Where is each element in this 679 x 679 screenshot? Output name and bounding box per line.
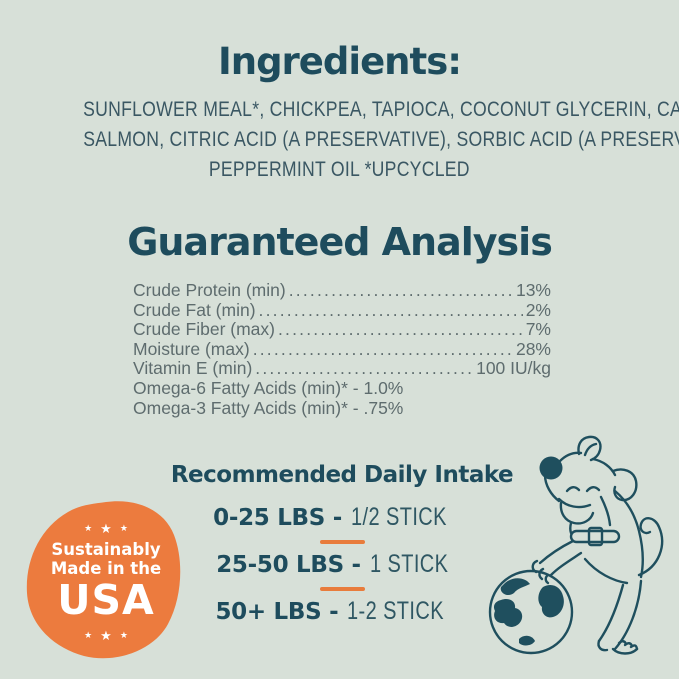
analysis-label: Crude Fat (min): [133, 299, 256, 320]
star-icon: ★: [100, 520, 112, 536]
star-icon: ★: [84, 522, 93, 533]
intake-weight-range: 50+ LBS -: [215, 599, 339, 625]
ingredients-title: Ingredients:: [217, 40, 462, 83]
intake-amount: 1/2 STICK: [351, 503, 447, 531]
daily-intake-title: Recommended Daily Intake: [170, 462, 514, 488]
analysis-label: Moisture (max): [133, 338, 250, 359]
analysis-label: Omega-3 Fatty Acids (min)* - .75%: [133, 397, 404, 418]
ingredients-list: SUNFLOWER MEAL*, CHICKPEA, TAPIOCA, COCO…: [20, 96, 679, 186]
analysis-value: 2%: [525, 299, 551, 320]
badge-usa-text: USA: [57, 576, 155, 625]
analysis-value: 28%: [515, 338, 551, 359]
analysis-value: 100 IU/kg: [476, 358, 551, 379]
star-icon: ★: [84, 630, 93, 641]
analysis-label: Omega-6 Fatty Acids (min)* - 1.0%: [133, 377, 404, 398]
dot-leader: ........................................…: [255, 359, 473, 379]
intake-row: 50+ LBS - 1-2 STICK: [150, 597, 534, 626]
badge-text-line: Sustainably: [51, 539, 161, 559]
ingredients-line-text: SALMON, CITRIC ACID (A PRESERVATIVE), SO…: [83, 128, 679, 151]
intake-row: 25-50 LBS - 1 STICK: [150, 550, 534, 579]
star-icon: ★: [100, 628, 112, 644]
dot-leader: ........................................…: [252, 339, 513, 359]
ingredients-line: PEPPERMINT OIL *UPCYCLED: [20, 156, 659, 186]
intake-weight-range: 0-25 LBS -: [213, 505, 343, 531]
dog-leaning-on-globe-icon: [488, 435, 664, 655]
ingredients-line-text: SUNFLOWER MEAL*, CHICKPEA, TAPIOCA, COCO…: [83, 98, 679, 121]
analysis-row: Vitamin E (min) ........................…: [133, 359, 551, 379]
analysis-row: Omega-6 Fatty Acids (min)* - 1.0%: [133, 377, 551, 399]
star-icon: ★: [119, 630, 128, 641]
dot-leader: ........................................…: [288, 281, 513, 300]
analysis-row: Moisture (max) .........................…: [133, 338, 551, 360]
analysis-row: Crude Fat (min) ........................…: [133, 299, 551, 321]
analysis-row: Crude Protein (min) ....................…: [133, 280, 551, 301]
ingredients-line: SUNFLOWER MEAL*, CHICKPEA, TAPIOCA, COCO…: [20, 96, 679, 126]
ingredients-line: SALMON, CITRIC ACID (A PRESERVATIVE), SO…: [20, 126, 679, 156]
intake-amount: 1 STICK: [369, 550, 449, 578]
analysis-row: Omega-3 Fatty Acids (min)* - .75%: [133, 397, 551, 419]
orange-blob-icon: [26, 501, 181, 659]
usa-badge-content: ★ ★ ★ Sustainably Made in the USA ★ ★ ★: [20, 497, 192, 667]
dot-leader: ........................................…: [277, 320, 523, 340]
analysis-label: Crude Fiber (max): [133, 319, 275, 340]
analysis-value: 7%: [525, 319, 551, 340]
usa-badge: ★ ★ ★ Sustainably Made in the USA ★ ★ ★: [20, 497, 192, 667]
guaranteed-analysis-title: Guaranteed Analysis: [127, 220, 553, 264]
guaranteed-analysis-table: Crude Protein (min) ....................…: [133, 280, 551, 419]
dot-leader: ........................................…: [258, 300, 523, 320]
star-icon: ★: [119, 522, 128, 533]
stars-row: ★ ★ ★: [84, 629, 128, 642]
intake-row: 0-25 LBS - 1/2 STICK: [150, 503, 534, 532]
badge-text-line: Made in the: [50, 559, 162, 579]
analysis-label: Crude Protein (min): [133, 280, 286, 300]
analysis-row: Crude Fiber (max) ......................…: [133, 320, 551, 340]
intake-amount: 1-2 STICK: [347, 597, 445, 625]
analysis-value: 13%: [515, 280, 551, 300]
analysis-label: Vitamin E (min): [133, 358, 253, 379]
intake-weight-range: 25-50 LBS -: [216, 552, 361, 578]
ingredients-line-text: PEPPERMINT OIL *UPCYCLED: [209, 158, 470, 181]
stars-row: ★ ★ ★: [84, 522, 128, 535]
